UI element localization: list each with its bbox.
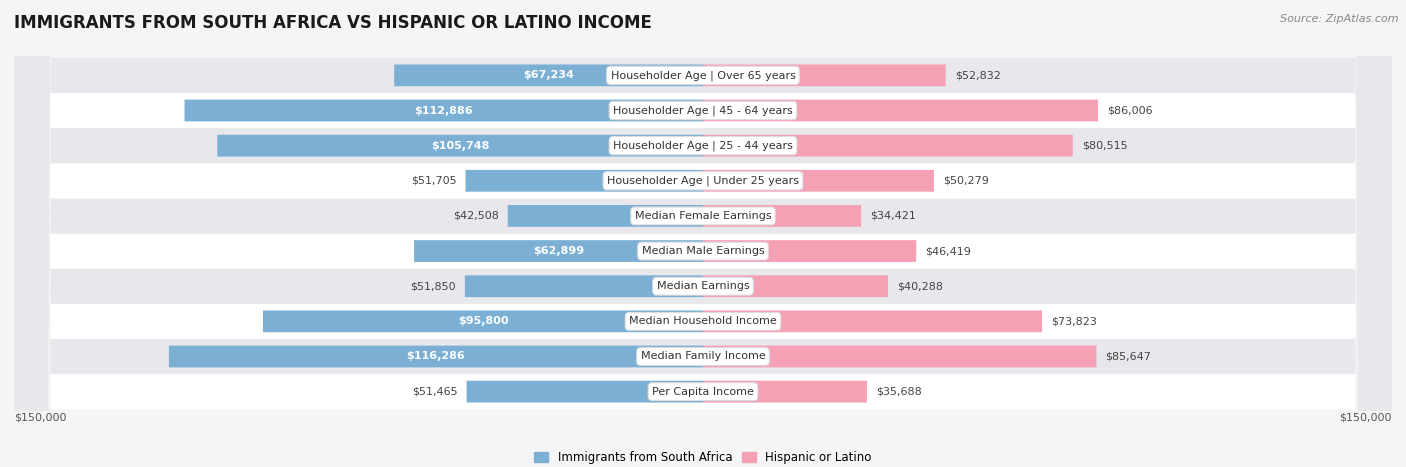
FancyBboxPatch shape [703,311,1042,332]
Text: Median Family Income: Median Family Income [641,352,765,361]
Text: $62,899: $62,899 [533,246,583,256]
Text: Householder Age | Under 25 years: Householder Age | Under 25 years [607,176,799,186]
FancyBboxPatch shape [465,276,703,297]
Text: $116,286: $116,286 [406,352,465,361]
FancyBboxPatch shape [415,240,703,262]
Text: $51,850: $51,850 [411,281,456,291]
Text: Householder Age | 25 - 44 years: Householder Age | 25 - 44 years [613,141,793,151]
Text: $86,006: $86,006 [1107,106,1153,115]
Text: $51,705: $51,705 [411,176,457,186]
Text: $85,647: $85,647 [1105,352,1152,361]
FancyBboxPatch shape [263,311,703,332]
Text: $40,288: $40,288 [897,281,943,291]
FancyBboxPatch shape [14,0,1392,467]
FancyBboxPatch shape [218,135,703,156]
Text: Median Earnings: Median Earnings [657,281,749,291]
Text: $67,234: $67,234 [523,71,574,80]
FancyBboxPatch shape [703,99,1098,121]
FancyBboxPatch shape [169,346,703,368]
Text: $52,832: $52,832 [955,71,1001,80]
Text: Median Household Income: Median Household Income [628,316,778,326]
FancyBboxPatch shape [14,0,1392,467]
Text: $50,279: $50,279 [943,176,988,186]
FancyBboxPatch shape [14,0,1392,467]
Text: Householder Age | 45 - 64 years: Householder Age | 45 - 64 years [613,105,793,116]
Text: IMMIGRANTS FROM SOUTH AFRICA VS HISPANIC OR LATINO INCOME: IMMIGRANTS FROM SOUTH AFRICA VS HISPANIC… [14,14,652,32]
Text: Per Capita Income: Per Capita Income [652,387,754,396]
Legend: Immigrants from South Africa, Hispanic or Latino: Immigrants from South Africa, Hispanic o… [530,446,876,467]
FancyBboxPatch shape [184,99,703,121]
FancyBboxPatch shape [14,0,1392,467]
Text: Source: ZipAtlas.com: Source: ZipAtlas.com [1281,14,1399,24]
FancyBboxPatch shape [703,276,889,297]
Text: $112,886: $112,886 [415,106,472,115]
Text: $150,000: $150,000 [14,412,66,422]
FancyBboxPatch shape [508,205,703,227]
FancyBboxPatch shape [394,64,703,86]
Text: Householder Age | Over 65 years: Householder Age | Over 65 years [610,70,796,81]
Text: $150,000: $150,000 [1340,412,1392,422]
FancyBboxPatch shape [703,381,868,403]
Text: Median Male Earnings: Median Male Earnings [641,246,765,256]
Text: $73,823: $73,823 [1052,316,1097,326]
FancyBboxPatch shape [703,170,934,191]
Text: $95,800: $95,800 [458,316,508,326]
Text: $51,465: $51,465 [412,387,457,396]
Text: Median Female Earnings: Median Female Earnings [634,211,772,221]
FancyBboxPatch shape [14,0,1392,467]
FancyBboxPatch shape [703,64,946,86]
Text: $46,419: $46,419 [925,246,972,256]
FancyBboxPatch shape [14,0,1392,467]
Text: $42,508: $42,508 [453,211,499,221]
FancyBboxPatch shape [703,205,860,227]
FancyBboxPatch shape [14,0,1392,467]
Text: $105,748: $105,748 [432,141,489,151]
Text: $34,421: $34,421 [870,211,917,221]
FancyBboxPatch shape [14,0,1392,467]
FancyBboxPatch shape [14,0,1392,467]
FancyBboxPatch shape [703,240,917,262]
Text: $35,688: $35,688 [876,387,922,396]
Text: $80,515: $80,515 [1083,141,1128,151]
FancyBboxPatch shape [703,346,1097,368]
FancyBboxPatch shape [467,381,703,403]
FancyBboxPatch shape [703,135,1073,156]
FancyBboxPatch shape [465,170,703,191]
FancyBboxPatch shape [14,0,1392,467]
